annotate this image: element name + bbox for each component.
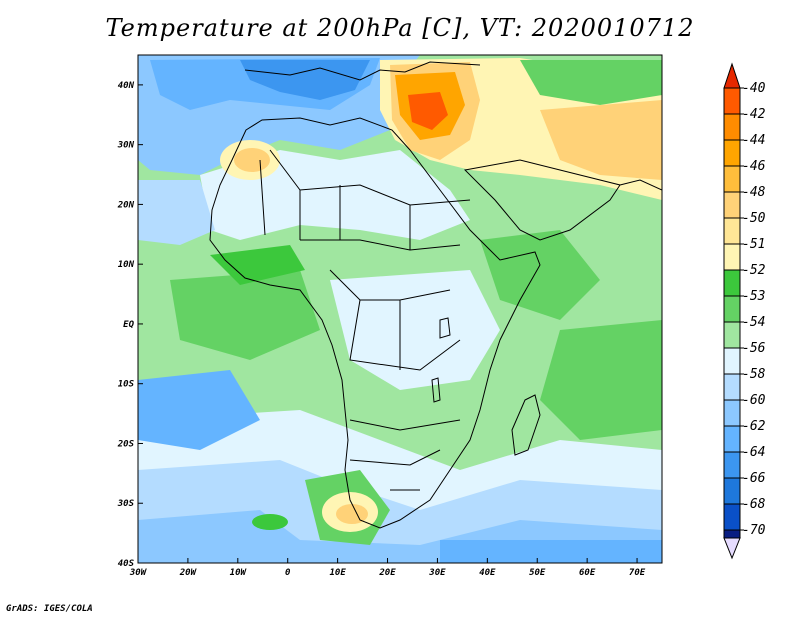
colorbar-bottom-arrow [723, 537, 741, 560]
coastlines [209, 61, 662, 529]
colorbar-segment [723, 321, 741, 349]
colorbar-label: -53 [742, 289, 765, 304]
colorbar-label: -44 [742, 133, 765, 148]
colorbar-segment [723, 399, 741, 427]
field-mideast-red [408, 92, 448, 130]
africa-coast [209, 117, 541, 529]
madagascar-coast [511, 394, 541, 456]
lon-tick-label: 60E [579, 568, 596, 578]
field-arabia-orange [540, 100, 662, 180]
colorbar-label: -66 [742, 471, 766, 486]
colorbar-label: -52 [742, 263, 766, 278]
colorbar-label: -51 [742, 237, 765, 252]
lon-tick-label: 30W [129, 568, 148, 578]
colorbar-segment [723, 139, 741, 167]
colorbar-segment [723, 373, 741, 401]
field-atlantic-pale [138, 180, 215, 245]
lon-tick-label: 20E [378, 568, 396, 578]
europe-coast [244, 61, 481, 81]
lakes [431, 317, 451, 403]
colorbar-label: -40 [742, 81, 766, 96]
colorbar-segment [723, 477, 741, 505]
colorbar-label: -46 [742, 159, 766, 174]
lat-tick-label: 20N [117, 200, 135, 210]
colorbar-segment [723, 87, 741, 115]
lat-tick-label: 20S [117, 439, 135, 449]
longitude-ticks: 30W 20W 10W 0 10E 20E 30E 40E 50E 60E 70E [129, 558, 646, 578]
colorbar-label: -70 [742, 523, 766, 538]
borders-south [349, 419, 461, 491]
colorbar-label: -54 [742, 315, 765, 330]
lon-tick-label: 50E [529, 568, 546, 578]
latitude-ticks: 40N 30N 20N 10N EQ 10S 20S 30S 40S [117, 81, 143, 569]
field-morocco-orange [234, 148, 270, 172]
colorbar-segment [723, 451, 741, 479]
lat-tick-label: 40N [118, 81, 135, 91]
borders-central [300, 239, 461, 371]
colorbar-label: -60 [742, 393, 766, 408]
field-atlantic-green-spot [252, 514, 288, 530]
lon-tick-label: 10W [230, 568, 248, 578]
lat-tick-label: 10S [118, 380, 135, 390]
field-southern-ocean-deep-blue [440, 540, 662, 563]
lon-tick-label: 30E [428, 568, 446, 578]
temperature-field [138, 55, 662, 563]
lat-tick-label: 40S [118, 559, 135, 569]
credit-text: GrADS: IGES/COLA [6, 604, 93, 614]
colorbar-label: -62 [742, 419, 766, 434]
field-gulf-guinea-green [170, 270, 320, 360]
colorbar: -40 -42 -44 -46 -48 -50 -51 -52 -53 -54 -56 -58 -60 -… [723, 62, 766, 560]
colorbar-label: -64 [742, 445, 765, 460]
colorbar-segment [723, 503, 741, 531]
lat-tick-label: 10N [118, 260, 135, 270]
lon-tick-label: 70E [629, 568, 646, 578]
colorbar-segment [723, 243, 741, 271]
colorbar-segment [723, 217, 741, 245]
arabia-coast [463, 159, 621, 241]
field-north-darker-blue [240, 60, 370, 100]
colorbar-segment [723, 347, 741, 375]
field-indian-ocean-green [540, 320, 662, 440]
field-south-atlantic-blue [138, 370, 260, 450]
colorbar-label: -58 [742, 367, 766, 382]
colorbar-label: -42 [742, 107, 766, 122]
field-india-green [520, 60, 662, 105]
lon-tick-label: 10E [329, 568, 346, 578]
lat-tick-label: 30S [117, 499, 135, 509]
map-frame [137, 54, 663, 564]
lon-tick-label: 40E [479, 568, 496, 578]
colorbar-segment [723, 269, 741, 297]
borders-north [259, 149, 471, 250]
colorbar-segment [723, 425, 741, 453]
colorbar-segment [723, 191, 741, 219]
lat-tick-label: 30N [117, 141, 135, 151]
colorbar-label: -48 [742, 185, 766, 200]
field-west-africa-dark-green [210, 245, 305, 285]
colorbar-segment [723, 113, 741, 141]
colorbar-segment [723, 165, 741, 193]
field-horn-green [480, 230, 600, 320]
colorbar-segment [723, 295, 741, 323]
colorbar-label: -50 [742, 211, 766, 226]
india-coast [619, 179, 662, 191]
colorbar-label: -56 [742, 341, 766, 356]
lat-tick-label: EQ [123, 320, 134, 330]
colorbar-segment [723, 529, 741, 539]
colorbar-label: -68 [742, 497, 766, 512]
lon-tick-label: 0 [285, 568, 291, 578]
colorbar-top-arrow [723, 62, 741, 89]
lon-tick-label: 20W [179, 568, 198, 578]
map-title: Temperature at 200hPa [C], VT: 202001071… [105, 14, 695, 42]
